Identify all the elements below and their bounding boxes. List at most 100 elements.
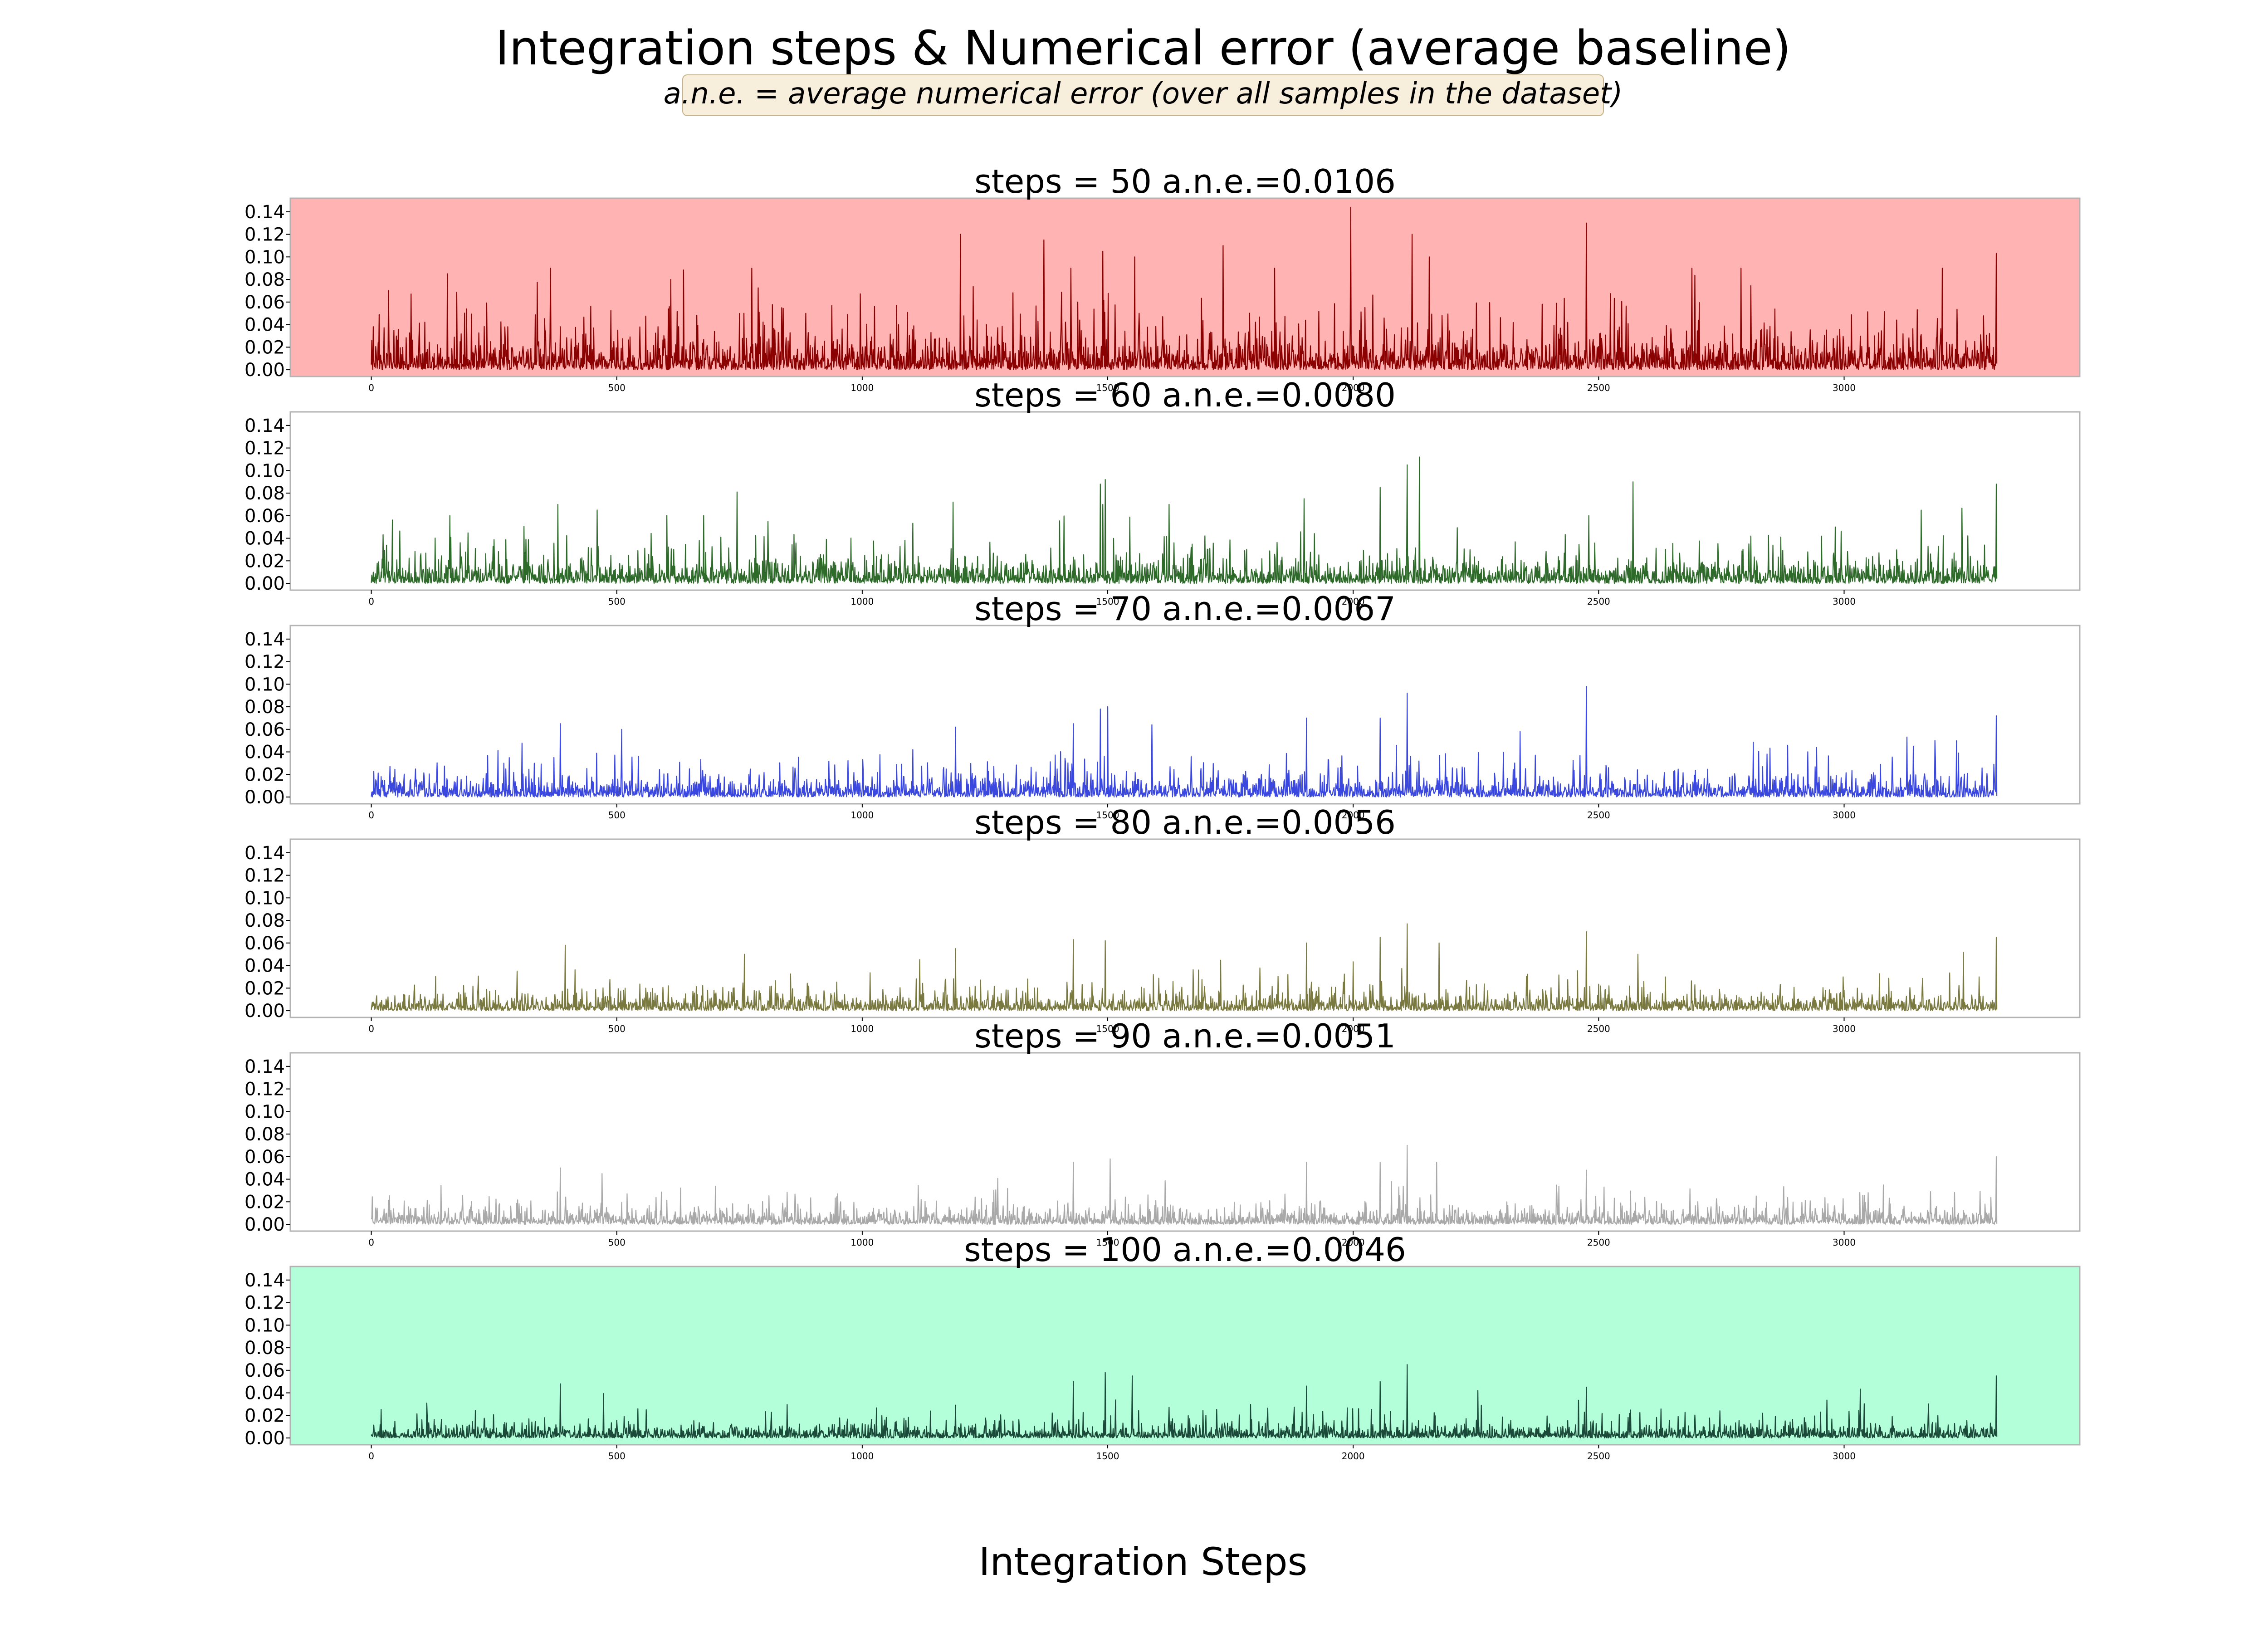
x-tick-label: 500 — [608, 810, 626, 821]
x-tick-label: 3000 — [1833, 1023, 1856, 1034]
x-tick-label: 3000 — [1833, 596, 1856, 607]
y-tick-label: 0.12 — [244, 1293, 285, 1314]
x-tick-label: 2000 — [1342, 1237, 1365, 1248]
figure-subtitle: a.n.e. = average numerical error (over a… — [664, 77, 1623, 111]
y-tick-label: 0.10 — [244, 1101, 285, 1122]
subtitle-box — [682, 74, 1604, 116]
y-tick-label: 0.08 — [244, 697, 285, 718]
y-tick-label: 0.14 — [244, 629, 285, 650]
y-tick-label: 0.08 — [244, 1338, 285, 1359]
x-tick-label: 0 — [368, 1023, 374, 1034]
error-series-line — [371, 1364, 1998, 1439]
y-tick-label: 0.14 — [244, 202, 285, 223]
figure-title: Integration steps & Numerical error (ave… — [495, 20, 1791, 76]
y-tick-label: 0.14 — [244, 1056, 285, 1077]
x-tick-label: 0 — [368, 382, 374, 393]
x-tick-label: 2500 — [1587, 596, 1610, 607]
x-tick-label: 1500 — [1096, 810, 1119, 821]
axes-frame — [289, 1266, 2081, 1446]
y-tick-label: 0.00 — [244, 360, 285, 381]
y-tick-label: 0.06 — [244, 1147, 285, 1168]
x-tick-label: 2000 — [1342, 596, 1365, 607]
y-tick-label: 0.08 — [244, 483, 285, 504]
y-tick-label: 0.00 — [244, 1001, 285, 1022]
y-tick-label: 0.14 — [244, 416, 285, 436]
x-tick-label: 2500 — [1587, 1451, 1610, 1462]
x-tick-label: 1000 — [850, 1451, 874, 1462]
x-tick-label: 1000 — [850, 382, 874, 393]
y-tick-label: 0.08 — [244, 269, 285, 290]
subplot-steps-2: 0.000.020.040.060.080.100.120.14 0 500 1000… — [244, 376, 2081, 607]
subplot-steps-5: 0.000.020.040.060.080.100.120.14 0 500 1000… — [244, 1017, 2081, 1248]
subplot-steps-3: 0.000.020.040.060.080.100.120.14 0 500 1000… — [244, 590, 2081, 821]
y-tick-label: 0.04 — [244, 315, 285, 336]
x-tick-label: 3000 — [1833, 382, 1856, 393]
x-tick-label: 3000 — [1833, 1237, 1856, 1248]
y-tick-label: 0.00 — [244, 787, 285, 808]
x-tick-label: 0 — [368, 1237, 374, 1248]
x-tick-label: 1000 — [850, 1237, 874, 1248]
y-tick-label: 0.02 — [244, 337, 285, 358]
x-tick-label: 0 — [368, 1451, 374, 1462]
y-tick-label: 0.02 — [244, 1192, 285, 1213]
subplot-title: steps = 90 a.n.e.=0.0051 — [974, 1017, 1396, 1055]
x-tick-label: 2500 — [1587, 1237, 1610, 1248]
plot-area — [290, 1266, 2080, 1445]
axes-frame — [289, 838, 2081, 1018]
x-tick-label: 2500 — [1587, 1023, 1610, 1034]
x-tick-label: 3000 — [1833, 810, 1856, 821]
y-tick-label: 0.10 — [244, 1315, 285, 1336]
subplot-title: steps = 50 a.n.e.=0.0106 — [974, 162, 1396, 200]
x-tick-label: 1500 — [1096, 382, 1119, 393]
error-series-line — [371, 686, 1998, 798]
y-tick-label: 0.10 — [244, 888, 285, 909]
y-tick-label: 0.00 — [244, 1214, 285, 1235]
y-tick-label: 0.10 — [244, 674, 285, 695]
y-tick-label: 0.06 — [244, 719, 285, 740]
plot-area — [290, 839, 2080, 1017]
x-tick-label: 2000 — [1342, 810, 1365, 821]
error-series-line — [371, 923, 1998, 1012]
x-tick-label: 2500 — [1587, 382, 1610, 393]
y-tick-label: 0.08 — [244, 1124, 285, 1145]
x-tick-label: 1000 — [850, 596, 874, 607]
y-tick-label: 0.10 — [244, 460, 285, 481]
y-tick-label: 0.12 — [244, 1079, 285, 1100]
error-series-line — [371, 206, 1998, 371]
y-tick-label: 0.06 — [244, 933, 285, 954]
y-tick-label: 0.02 — [244, 1405, 285, 1426]
x-tick-label: 500 — [608, 382, 626, 393]
x-tick-label: 3000 — [1833, 1451, 1856, 1462]
error-series-line — [371, 1144, 1998, 1225]
axes-frame — [289, 197, 2081, 377]
y-tick-label: 0.04 — [244, 956, 285, 977]
subplot-title: steps = 60 a.n.e.=0.0080 — [974, 376, 1396, 414]
subplot-title: steps = 70 a.n.e.=0.0067 — [974, 590, 1396, 628]
x-tick-label: 0 — [368, 810, 374, 821]
error-series-line — [371, 456, 1998, 584]
axes-frame — [289, 411, 2081, 591]
subplot-title: steps = 80 a.n.e.=0.0056 — [974, 803, 1396, 841]
plot-area — [290, 1053, 2080, 1231]
plot-area — [290, 626, 2080, 804]
x-tick-label: 2000 — [1342, 1023, 1365, 1034]
y-tick-label: 0.02 — [244, 551, 285, 572]
subplot-title: steps = 100 a.n.e.=0.0046 — [964, 1231, 1406, 1269]
subplot-steps-1: 0.000.020.040.060.080.100.120.14 0 500 1000… — [244, 162, 2081, 393]
x-tick-label: 2500 — [1587, 810, 1610, 821]
subplot-steps-4: 0.000.020.040.060.080.100.120.14 0 500 1000… — [244, 803, 2081, 1034]
y-tick-label: 0.14 — [244, 1270, 285, 1291]
x-tick-label: 500 — [608, 1237, 626, 1248]
x-tick-label: 0 — [368, 596, 374, 607]
y-tick-label: 0.12 — [244, 652, 285, 673]
axes-frame — [289, 1052, 2081, 1232]
x-tick-label: 2000 — [1342, 382, 1365, 393]
y-tick-label: 0.02 — [244, 978, 285, 999]
y-tick-label: 0.06 — [244, 506, 285, 527]
y-tick-label: 0.14 — [244, 843, 285, 864]
y-tick-label: 0.04 — [244, 1383, 285, 1404]
x-axis-label: Integration Steps — [979, 1540, 1308, 1584]
x-tick-label: 1000 — [850, 1023, 874, 1034]
x-tick-label: 1500 — [1096, 596, 1119, 607]
